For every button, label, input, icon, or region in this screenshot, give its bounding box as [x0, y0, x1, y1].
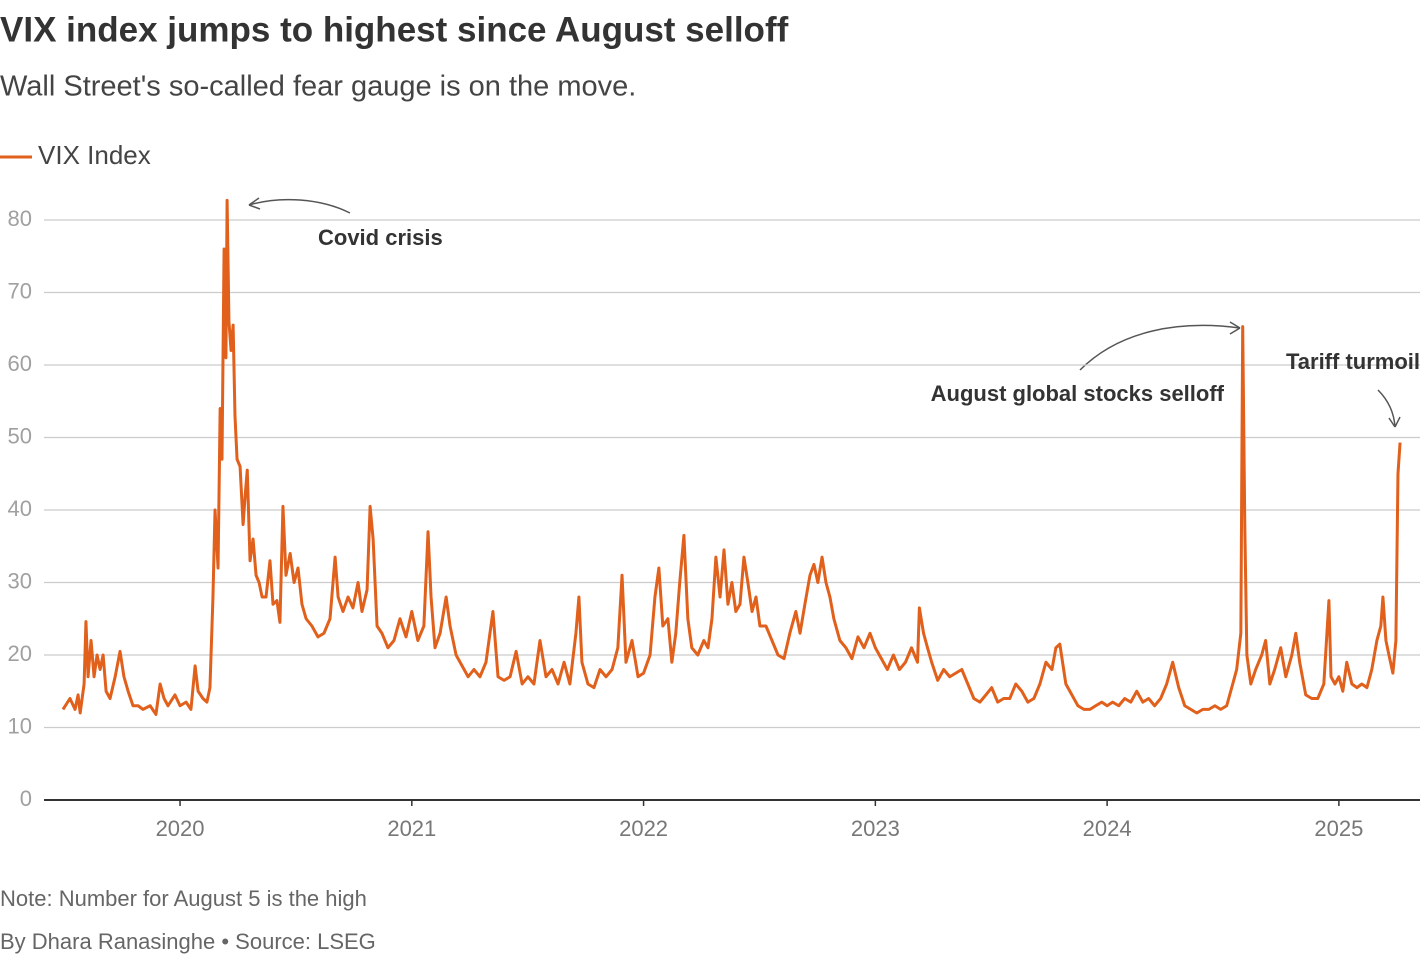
x-tick-label: 2020	[156, 816, 205, 841]
x-tick-label: 2022	[619, 816, 668, 841]
annotation: August global stocks selloff	[931, 381, 1225, 406]
arrow	[248, 198, 351, 214]
y-tick-label: 50	[8, 423, 32, 448]
x-tick-label: 2021	[387, 816, 436, 841]
y-tick-label: 10	[8, 713, 32, 738]
source: By Dhara Ranasinghe • Source: LSEG	[0, 929, 376, 954]
x-tick-label: 2024	[1083, 816, 1132, 841]
chart-title: VIX index jumps to highest since August …	[0, 10, 789, 49]
annotation: Covid crisis	[318, 225, 443, 250]
y-tick-label: 70	[8, 278, 32, 303]
note: Note: Number for August 5 is the high	[0, 886, 367, 911]
arrow	[1079, 324, 1241, 371]
legend-label: VIX Index	[38, 140, 151, 170]
arrowhead	[1388, 416, 1401, 428]
series-line	[61, 198, 1402, 716]
y-tick-label: 60	[8, 351, 32, 376]
chart-subtitle: Wall Street's so-called fear gauge is on…	[0, 71, 636, 103]
y-tick-label: 20	[8, 641, 32, 666]
x-tick-label: 2023	[851, 816, 900, 841]
y-tick-label: 30	[8, 568, 32, 593]
x-tick-label: 2025	[1314, 816, 1363, 841]
arrowhead	[1229, 321, 1241, 335]
annotation-arrows	[248, 197, 1401, 428]
arrow	[1377, 389, 1396, 428]
y-tick-label: 0	[20, 786, 32, 811]
annotation: Tariff turmoil	[1286, 349, 1420, 374]
arrowhead	[248, 197, 261, 210]
y-tick-label: 80	[8, 206, 32, 231]
y-tick-label: 40	[8, 496, 32, 521]
